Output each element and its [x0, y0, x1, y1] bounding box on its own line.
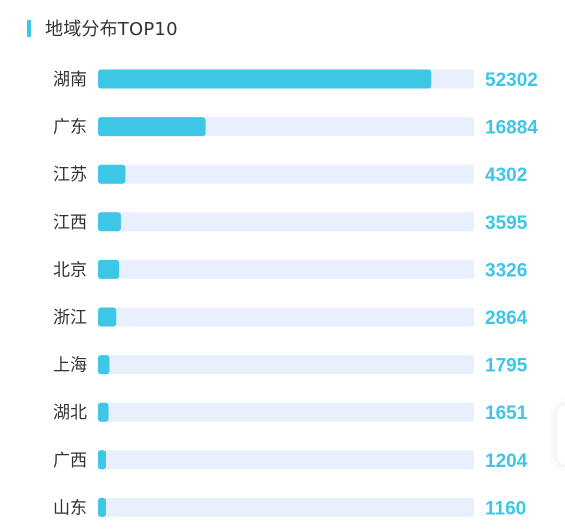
category-label: 上海: [53, 356, 87, 376]
bar[interactable]: [98, 402, 109, 422]
category-label: 广西: [53, 451, 87, 471]
bar-track: [98, 497, 474, 517]
bar[interactable]: [98, 212, 121, 232]
bar-track: [98, 450, 474, 470]
bar-track: [98, 164, 474, 184]
category-label: 湖南: [53, 70, 87, 90]
category-label: 北京: [53, 260, 87, 280]
bar[interactable]: [98, 355, 110, 375]
bar-track: [98, 212, 474, 232]
category-label: 山东: [53, 498, 87, 518]
data-label: 4302: [485, 165, 527, 186]
category-label: 浙江: [53, 308, 87, 328]
bar[interactable]: [98, 307, 117, 327]
category-label: 江西: [53, 213, 87, 233]
data-label: 3595: [485, 213, 528, 234]
category-label: 江苏: [53, 165, 87, 185]
bar[interactable]: [98, 69, 432, 89]
bar[interactable]: [98, 259, 120, 279]
bar-track: [98, 402, 474, 422]
data-label: 1795: [485, 356, 528, 377]
bar[interactable]: [98, 450, 106, 470]
title-accent-bar: [27, 19, 31, 37]
data-label: 1160: [485, 498, 526, 519]
category-label: 湖北: [53, 403, 87, 423]
bar[interactable]: [98, 497, 106, 517]
data-label: 2864: [485, 308, 528, 329]
data-label: 3326: [485, 260, 527, 281]
floating-panel-edge: [557, 405, 565, 465]
data-label: 1204: [485, 451, 528, 472]
chart-title: 地域分布TOP10: [45, 19, 178, 40]
data-label: 1651: [485, 403, 528, 424]
data-label: 16884: [485, 118, 538, 139]
bar[interactable]: [98, 164, 126, 184]
chart-header: 地域分布TOP10: [27, 16, 178, 40]
bar-track: [98, 355, 474, 375]
bar[interactable]: [98, 117, 206, 137]
data-label: 52302: [485, 70, 538, 91]
category-label: 广东: [53, 118, 87, 138]
bar-track: [98, 307, 474, 327]
bar-track: [98, 259, 474, 279]
